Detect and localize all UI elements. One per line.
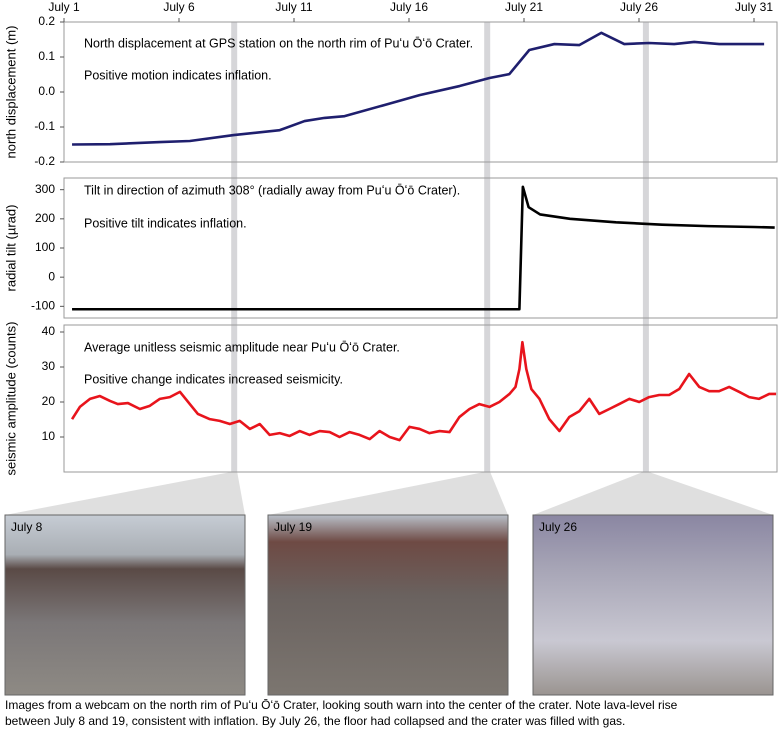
photo (4, 514, 246, 696)
y-tick-label: 300 (35, 182, 55, 196)
y-tick-label: 200 (35, 211, 55, 225)
highlight-band (642, 22, 649, 472)
highlight-band (484, 22, 491, 472)
x-tick-label: July 16 (390, 0, 428, 14)
annotation: Tilt in direction of azimuth 308° (radia… (84, 183, 460, 197)
data-line (70, 340, 777, 442)
caption-line: Images from a webcam on the north rim of… (5, 698, 678, 712)
y-tick-label: 30 (42, 359, 56, 373)
x-tick-label: July 26 (620, 0, 658, 14)
x-tick-label: July 21 (505, 0, 543, 14)
y-tick-label: 0.2 (38, 14, 55, 28)
photo-label: July 8 (11, 520, 43, 534)
data-line (72, 185, 775, 311)
connector (5, 472, 245, 515)
y-axis-label: seismic amplitude (counts) (3, 322, 18, 476)
y-tick-label: 100 (35, 240, 55, 254)
x-tick-label: July 6 (163, 0, 195, 14)
annotation: Positive motion indicates inflation. (84, 68, 272, 82)
y-tick-label: 10 (42, 429, 56, 443)
connectors (5, 472, 773, 515)
y-tick-label: 0.1 (38, 49, 55, 63)
highlight-band (231, 22, 238, 472)
y-tick-label: -100 (31, 299, 55, 313)
plot-frame (63, 177, 778, 319)
data-line (72, 31, 765, 146)
annotation: Positive tilt indicates inflation. (84, 216, 247, 230)
photo-label: July 26 (539, 520, 577, 534)
highlight-bands (231, 22, 649, 472)
annotation: Positive change indicates increased seis… (84, 372, 343, 386)
x-tick-label: July 31 (735, 0, 773, 14)
y-axis-label: radial tilt (µrad) (3, 205, 18, 292)
y-tick-label: 0.0 (38, 84, 55, 98)
x-tick-label: July 1 (48, 0, 80, 14)
annotation: Average unitless seismic amplitude near … (84, 340, 400, 354)
y-tick-label: 40 (42, 324, 56, 338)
annotation: North displacement at GPS station on the… (84, 36, 473, 50)
connector (268, 472, 508, 515)
y-tick-label: 0 (48, 269, 55, 283)
y-tick-label: -0.1 (34, 119, 55, 133)
x-tick-label: July 11 (275, 0, 312, 14)
connector (533, 472, 773, 515)
photo (267, 514, 509, 696)
photo-label: July 19 (274, 520, 312, 534)
y-tick-label: 20 (42, 394, 56, 408)
photos: July 8 July 19 July 26 (4, 514, 774, 696)
plot-frame (63, 324, 778, 473)
y-axis-label: north displacement (m) (3, 26, 18, 159)
caption-line: between July 8 and 19, consistent with i… (5, 714, 625, 728)
y-tick-label: -0.2 (34, 154, 55, 168)
plots: 0.2 0.1 0.0 -0.1 -0.2 July 1 July 6 July 11 July… (3, 0, 778, 476)
photo (532, 514, 774, 696)
